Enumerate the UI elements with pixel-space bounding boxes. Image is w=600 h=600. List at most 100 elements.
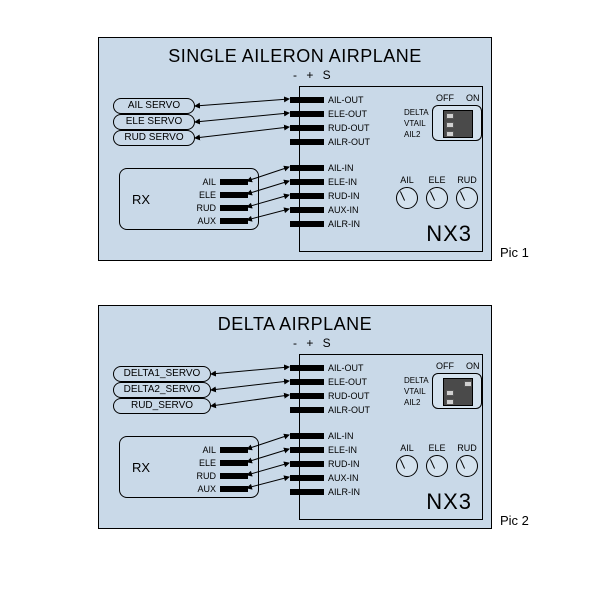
nx3-in-label: AILR-IN xyxy=(328,487,360,497)
switch-row-label: DELTA xyxy=(404,375,429,386)
nx3-box: AIL-OUTELE-OUTRUD-OUTAILR-OUTAIL-INELE-I… xyxy=(299,86,483,252)
servo-box: DELTA1_SERVO xyxy=(113,366,211,382)
wire xyxy=(211,395,289,406)
nx3-in-pin xyxy=(290,433,324,439)
nx3-out-pin xyxy=(290,97,324,103)
rx-pin xyxy=(220,218,248,224)
rx-box: RX AIL ELE RUD AUX xyxy=(119,436,259,498)
nx3-in-label: AIL-IN xyxy=(328,431,354,441)
servo-box: RUD SERVO xyxy=(113,130,195,146)
nx3-out-label: RUD-OUT xyxy=(328,391,370,401)
nx3-out-pin xyxy=(290,139,324,145)
dial-label: AIL xyxy=(396,443,418,453)
switch-off-label: OFF xyxy=(436,93,454,103)
switch-on-label: ON xyxy=(466,361,480,371)
servo-box: RUD_SERVO xyxy=(113,398,211,414)
switch-slider[interactable] xyxy=(446,113,454,119)
switch-off-label: OFF xyxy=(436,361,454,371)
nx3-out-label: AIL-OUT xyxy=(328,95,364,105)
switch-slider[interactable] xyxy=(446,131,454,137)
nx3-out-pin xyxy=(290,111,324,117)
trim-dial[interactable] xyxy=(456,187,478,209)
nx3-out-label: AIL-OUT xyxy=(328,363,364,373)
nx3-in-pin xyxy=(290,207,324,213)
nx3-out-label: ELE-OUT xyxy=(328,109,367,119)
rx-ch-label: RUD xyxy=(190,471,216,481)
nx3-in-label: AUX-IN xyxy=(328,473,359,483)
switch-slider[interactable] xyxy=(446,122,454,128)
nx3-out-pin xyxy=(290,379,324,385)
rx-label: RX xyxy=(132,460,150,475)
wire xyxy=(211,381,289,390)
panel-title: SINGLE AILERON AIRPLANE xyxy=(99,46,491,67)
switch-slider[interactable] xyxy=(446,399,454,405)
pin-header: - + S xyxy=(293,68,334,82)
switch-row-label: AIL2 xyxy=(404,397,420,408)
nx3-in-label: ELE-IN xyxy=(328,177,357,187)
rx-ch-label: RUD xyxy=(190,203,216,213)
rx-pin xyxy=(220,179,248,185)
dial-label: AIL xyxy=(396,175,418,185)
dial-label: ELE xyxy=(426,175,448,185)
rx-ch-label: ELE xyxy=(190,190,216,200)
switch-row-label: DELTA xyxy=(404,107,429,118)
rx-ch-label: AIL xyxy=(190,177,216,187)
nx3-in-pin xyxy=(290,447,324,453)
switch-row-label: VTAIL xyxy=(404,118,426,129)
switch-slider[interactable] xyxy=(464,381,472,387)
nx3-in-label: AILR-IN xyxy=(328,219,360,229)
dial-label: RUD xyxy=(456,443,478,453)
nx3-box: AIL-OUT ELE-OUT RUD-OUT AILR-OUT AIL-IN ELE-I… xyxy=(299,354,483,520)
rx-label: RX xyxy=(132,192,150,207)
nx3-in-label: AUX-IN xyxy=(328,205,359,215)
switch-slider[interactable] xyxy=(446,390,454,396)
rx-pin xyxy=(220,460,248,466)
nx3-in-label: RUD-IN xyxy=(328,459,360,469)
switch-frame xyxy=(432,105,482,141)
nx3-in-label: ELE-IN xyxy=(328,445,357,455)
nx3-in-pin xyxy=(290,221,324,227)
nx3-in-label: AIL-IN xyxy=(328,163,354,173)
trim-dial[interactable] xyxy=(426,187,448,209)
panel-caption: Pic 2 xyxy=(500,513,529,528)
nx3-out-pin xyxy=(290,365,324,371)
trim-dial[interactable] xyxy=(396,187,418,209)
trim-dial[interactable] xyxy=(396,455,418,477)
rx-ch-label: AUX xyxy=(190,484,216,494)
switch-on-label: ON xyxy=(466,93,480,103)
nx3-in-pin xyxy=(290,193,324,199)
nx3-in-pin xyxy=(290,461,324,467)
wire xyxy=(211,367,289,374)
panel-caption: Pic 1 xyxy=(500,245,529,260)
switch-row-label: AIL2 xyxy=(404,129,420,140)
rx-pin xyxy=(220,192,248,198)
rx-pin xyxy=(220,486,248,492)
rx-ch-label: AUX xyxy=(190,216,216,226)
rx-ch-label: AIL xyxy=(190,445,216,455)
wire xyxy=(195,113,289,122)
switch-row-label: VTAIL xyxy=(404,386,426,397)
nx3-out-pin xyxy=(290,393,324,399)
rx-box: RX AIL ELE RUD AUX xyxy=(119,168,259,230)
rx-pin xyxy=(220,205,248,211)
dial-label: RUD xyxy=(456,175,478,185)
nx3-out-label: ELE-OUT xyxy=(328,377,367,387)
rx-pin xyxy=(220,473,248,479)
trim-dial[interactable] xyxy=(426,455,448,477)
diagram-panel: SINGLE AILERON AIRPLANE AIL SERVOELE SERV… xyxy=(98,37,492,261)
servo-box: ELE SERVO xyxy=(113,114,195,130)
panel-title: DELTA AIRPLANE xyxy=(99,314,491,335)
nx3-in-label: RUD-IN xyxy=(328,191,360,201)
trim-dial[interactable] xyxy=(456,455,478,477)
servo-box: DELTA2_SERVO xyxy=(113,382,211,398)
nx3-out-label: AILR-OUT xyxy=(328,405,370,415)
rx-ch-label: ELE xyxy=(190,458,216,468)
diagram-panel: DELTA AIRPLANEDELTA1_SERVODELTA2_SERVORU… xyxy=(98,305,492,529)
nx3-in-pin xyxy=(290,489,324,495)
nx3-out-label: RUD-OUT xyxy=(328,123,370,133)
switch-well xyxy=(443,378,473,406)
nx3-out-pin xyxy=(290,125,324,131)
switch-well xyxy=(443,110,473,138)
servo-box: AIL SERVO xyxy=(113,98,195,114)
switch-frame xyxy=(432,373,482,409)
